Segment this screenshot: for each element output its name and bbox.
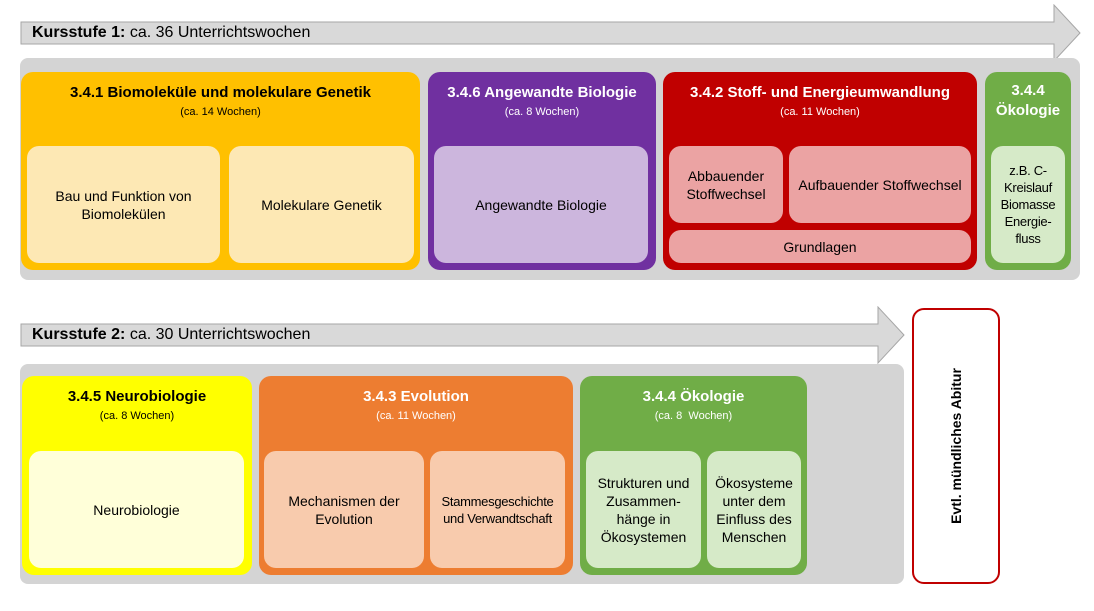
block-title-line2: Ökologie (995, 102, 1061, 119)
inner-box: Strukturen und Zusammen-hänge in Ökosyst… (586, 451, 701, 568)
arrow-shape (20, 306, 905, 364)
stage1-label: Kursstufe 1: ca. 36 Unterrichtswochen (32, 23, 310, 43)
oral-exam-box: Evtl. mündliches Abitur (912, 308, 1000, 584)
stage1-arrow: Kursstufe 1: ca. 36 Unterrichtswochen (20, 4, 1082, 62)
inner-box: Bau und Funktion von Biomolekülen (27, 146, 220, 263)
block-title: 3.4.3 Evolution (363, 388, 469, 405)
inner-box: Grundlagen (669, 230, 971, 263)
block-evolution: 3.4.3 Evolution (ca. 11 Wochen) Mechanis… (259, 376, 573, 575)
stage1-label-text: ca. 36 Unterrichtswochen (129, 24, 311, 41)
stage2-label-text: ca. 30 Unterrichtswochen (129, 326, 311, 343)
block-title: 3.4.5 Neurobiologie (67, 388, 207, 405)
inner-box: Mechanismen der Evolution (264, 451, 424, 568)
stage2-label-bold: Kursstufe 2: (32, 326, 126, 343)
block-subtitle: (ca. 8 Wochen) (99, 410, 175, 422)
block-subtitle: (ca. 11 Wochen) (780, 106, 860, 118)
block-metabolism: 3.4.2 Stoff- und Energieumwandlung (ca. … (663, 72, 977, 270)
block-neurobiology: 3.4.5 Neurobiologie (ca. 8 Wochen) Neuro… (22, 376, 252, 575)
inner-box: Ökosysteme unter dem Einfluss des Mensch… (707, 451, 801, 568)
stage2-arrow: Kursstufe 2: ca. 30 Unterrichtswochen (20, 306, 906, 364)
inner-box: z.B. C-Kreislauf Biomasse Energie-fluss (991, 146, 1065, 263)
block-title: 3.4.2 Stoff- und Energieumwandlung (689, 84, 950, 101)
block-subtitle: (ca. 14 Wochen) (180, 106, 261, 118)
block-title: 3.4.1 Biomoleküle und molekulare Genetik (70, 84, 371, 101)
block-ecology-short: 3.4.4 Ökologie z.B. C-Kreislauf Biomasse… (985, 72, 1071, 270)
stage1-label-bold: Kursstufe 1: (32, 24, 126, 41)
stage2-label: Kursstufe 2: ca. 30 Unterrichtswochen (32, 325, 310, 345)
inner-box: Aufbauender Stoffwechsel (789, 146, 971, 223)
block-title: 3.4.6 Angewandte Biologie (447, 84, 637, 101)
block-subtitle: (ca. 11 Wochen) (376, 410, 456, 422)
block-subtitle: (ca. 8 Wochen) (504, 106, 580, 118)
arrow-shape (20, 4, 1081, 62)
block-subtitle: (ca. 8 Wochen) (654, 410, 733, 422)
block-applied-biology: 3.4.6 Angewandte Biologie (ca. 8 Wochen)… (428, 72, 656, 270)
block-title-line1: 3.4.4 (1011, 82, 1045, 99)
inner-box: Molekulare Genetik (229, 146, 414, 263)
inner-box: Angewandte Biologie (434, 146, 648, 263)
block-biomolecules-genetics: 3.4.1 Biomoleküle und molekulare Genetik… (21, 72, 420, 270)
inner-box: Stammesgeschichte und Verwandtschaft (430, 451, 565, 568)
inner-box: Abbauender Stoffwechsel (669, 146, 783, 223)
oral-exam-label: Evtl. mündliches Abitur (948, 368, 964, 524)
block-title: 3.4.4 Ökologie (642, 388, 745, 405)
inner-box: Neurobiologie (29, 451, 244, 568)
block-ecology: 3.4.4 Ökologie (ca. 8 Wochen) Strukturen… (580, 376, 807, 575)
